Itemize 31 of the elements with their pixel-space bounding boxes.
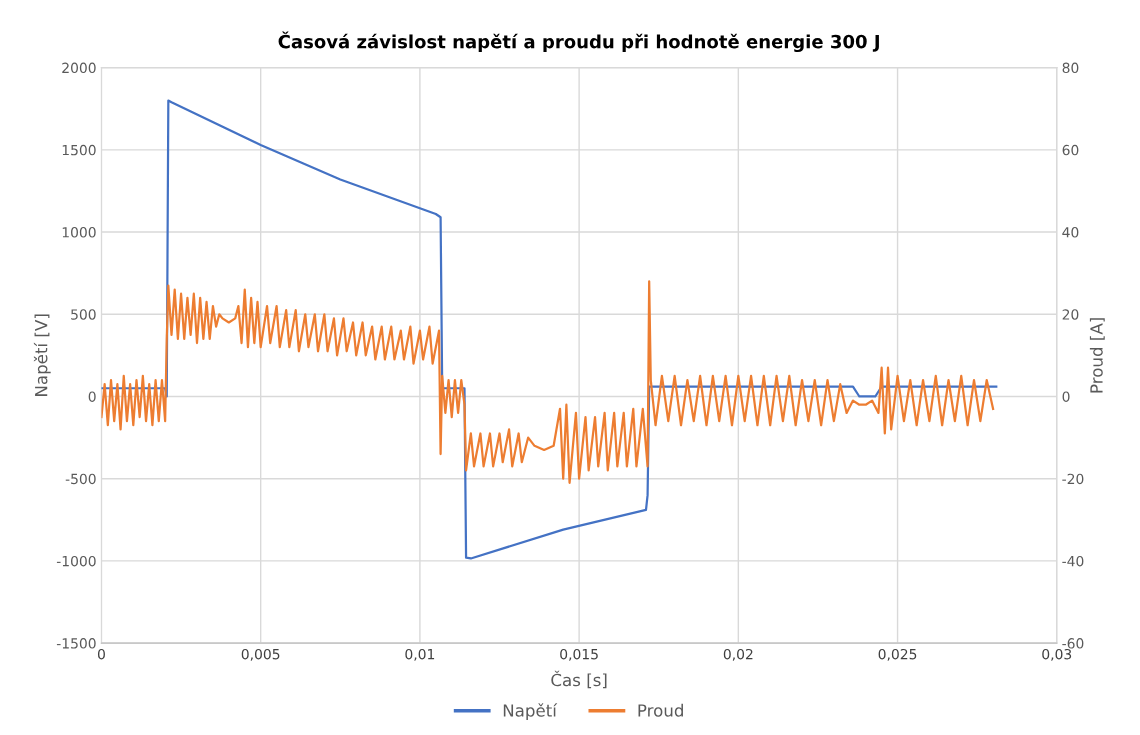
y2-tick-label: -40 xyxy=(1062,555,1084,567)
y2-tick-label: 0 xyxy=(1062,391,1070,402)
y-tick-label: 2000 xyxy=(62,62,96,74)
legend-label: Proud xyxy=(638,703,683,717)
line-series xyxy=(101,280,995,484)
y2-tick-label: -60 xyxy=(1062,638,1084,649)
y-tick-label: 500 xyxy=(71,309,96,320)
y-tick-label: -1500 xyxy=(56,638,96,649)
x-tick-label: 0,03 xyxy=(1042,648,1072,661)
y-tick-label: 1000 xyxy=(62,227,96,238)
legend-label: Napětí xyxy=(503,703,558,720)
x-tick-label: 0,01 xyxy=(405,648,435,661)
line-series xyxy=(101,99,998,560)
x-tick-label: 0,02 xyxy=(723,648,753,661)
y2-tick-label: 60 xyxy=(1062,144,1079,156)
chart-title: Časová závislost napětí a proudu při hodnotě energie 300 J xyxy=(278,31,879,53)
x-tick-label: 0,025 xyxy=(878,648,917,661)
x-tick-label: 0,005 xyxy=(241,648,280,661)
x-tick-label: 0 xyxy=(97,648,105,660)
y-tick-label: -500 xyxy=(65,473,96,485)
y-tick-label: 1500 xyxy=(62,144,96,156)
x-axis-title: Čas [s] xyxy=(551,670,607,689)
y-tick-label: 0 xyxy=(88,391,96,402)
y2-tick-label: 40 xyxy=(1062,227,1079,238)
y-axis-title: Napětí [V] xyxy=(33,314,51,396)
y2-tick-label: 20 xyxy=(1062,309,1079,320)
x-tick-label: 0,015 xyxy=(560,648,598,661)
y2-tick-label: 80 xyxy=(1062,62,1079,74)
y2-tick-label: -20 xyxy=(1062,473,1084,485)
y-tick-label: -1000 xyxy=(56,555,96,567)
y2-axis-title: Proud [A] xyxy=(1089,318,1105,393)
